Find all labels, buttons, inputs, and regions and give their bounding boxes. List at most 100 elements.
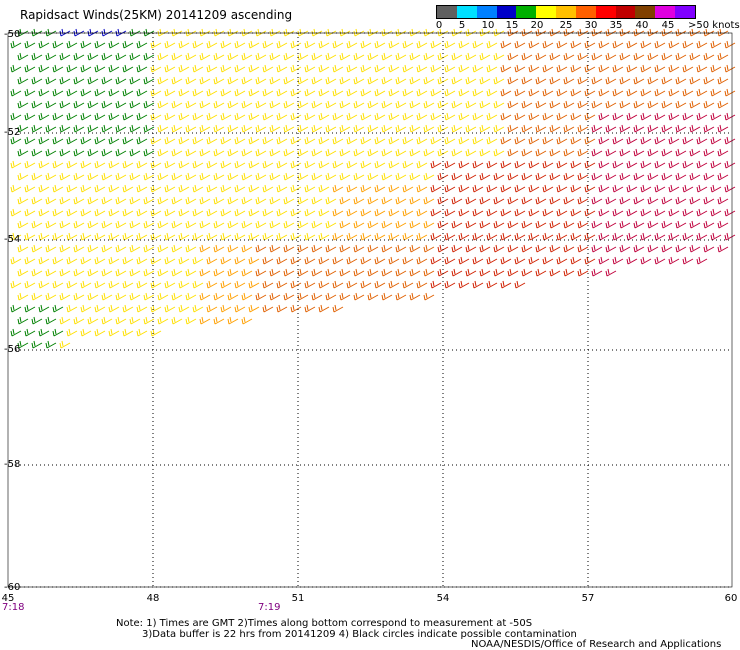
wind-barb xyxy=(38,304,50,313)
wind-barb xyxy=(227,100,239,109)
wind-barb xyxy=(262,136,274,145)
wind-barb xyxy=(570,160,582,169)
wind-barb xyxy=(556,160,568,169)
wind-barb xyxy=(612,40,624,49)
wind-barb xyxy=(381,100,393,109)
wind-barb xyxy=(269,124,281,133)
wind-barb xyxy=(458,40,470,49)
wind-barb xyxy=(626,88,638,97)
wind-barb xyxy=(703,100,715,109)
wind-barb xyxy=(262,64,274,73)
wind-barb xyxy=(570,64,582,73)
wind-barb xyxy=(626,112,638,121)
wind-barb xyxy=(80,160,92,169)
wind-barb xyxy=(647,196,659,205)
wind-barb xyxy=(269,268,281,277)
wind-barb xyxy=(598,256,610,265)
wind-barb xyxy=(626,40,638,49)
wind-barb xyxy=(73,76,85,85)
wind-barb xyxy=(45,292,57,301)
wind-barb xyxy=(402,208,414,217)
notes-block: Note: 1) Times are GMT 2)Times along bot… xyxy=(116,618,577,640)
wind-barb xyxy=(311,220,323,229)
wind-barb xyxy=(689,124,701,133)
wind-barb xyxy=(591,244,603,253)
legend-swatch-7 xyxy=(575,6,596,18)
wind-barb xyxy=(276,64,288,73)
wind-barb xyxy=(633,172,645,181)
wind-barb xyxy=(31,220,43,229)
wind-barb xyxy=(157,268,169,277)
wind-barb xyxy=(31,244,43,253)
wind-barb xyxy=(682,112,694,121)
legend-swatch-10 xyxy=(635,6,656,18)
wind-barb xyxy=(325,196,337,205)
wind-barb xyxy=(192,232,204,241)
wind-barb xyxy=(234,232,246,241)
wind-barb xyxy=(682,64,694,73)
wind-barb xyxy=(514,40,526,49)
wind-barb xyxy=(136,112,148,121)
wind-barb xyxy=(136,184,148,193)
wind-barb xyxy=(710,208,722,217)
wind-barb xyxy=(10,256,22,265)
wind-barb xyxy=(724,64,736,73)
wind-barb xyxy=(220,280,232,289)
wind-barb xyxy=(87,292,99,301)
wind-barb xyxy=(129,220,141,229)
wind-barb xyxy=(528,64,540,73)
wind-barb xyxy=(654,112,666,121)
wind-barb xyxy=(108,88,120,97)
wind-barb xyxy=(472,208,484,217)
wind-barb xyxy=(675,172,687,181)
wind-barb xyxy=(101,196,113,205)
wind-barb xyxy=(535,76,547,85)
wind-barb xyxy=(311,148,323,157)
wind-barb xyxy=(185,244,197,253)
wind-barb xyxy=(346,208,358,217)
wind-barb xyxy=(94,328,106,337)
wind-barb xyxy=(332,304,344,313)
wind-barb xyxy=(703,124,715,133)
wind-barb xyxy=(24,208,36,217)
wind-barb xyxy=(395,268,407,277)
wind-barb xyxy=(17,268,29,277)
wind-barb xyxy=(633,148,645,157)
wind-barb xyxy=(24,64,36,73)
wind-barb xyxy=(241,52,253,61)
wind-barb xyxy=(465,220,477,229)
wind-barb xyxy=(549,172,561,181)
wind-barb xyxy=(10,40,22,49)
wind-barb xyxy=(507,268,519,277)
wind-barb xyxy=(570,88,582,97)
wind-barb xyxy=(220,112,232,121)
wind-barb xyxy=(717,220,729,229)
wind-barb xyxy=(521,220,533,229)
wind-barb xyxy=(220,40,232,49)
wind-barb xyxy=(584,88,596,97)
wind-barb xyxy=(143,100,155,109)
wind-barb xyxy=(584,160,596,169)
wind-barb xyxy=(297,292,309,301)
wind-barb xyxy=(486,136,498,145)
wind-barb xyxy=(647,76,659,85)
wind-barb xyxy=(24,88,36,97)
wind-barb xyxy=(87,100,99,109)
wind-barb xyxy=(31,124,43,133)
wind-barb xyxy=(164,112,176,121)
wind-barb xyxy=(451,148,463,157)
wind-barb xyxy=(192,64,204,73)
wind-barb xyxy=(52,136,64,145)
wind-barb xyxy=(45,172,57,181)
wind-barb xyxy=(87,148,99,157)
wind-barb xyxy=(108,280,120,289)
wind-barb xyxy=(395,52,407,61)
wind-barb xyxy=(234,184,246,193)
wind-barb xyxy=(591,196,603,205)
wind-barb xyxy=(507,220,519,229)
wind-barb xyxy=(668,88,680,97)
wind-barb xyxy=(199,172,211,181)
wind-barb xyxy=(241,76,253,85)
wind-barb xyxy=(297,124,309,133)
wind-barb xyxy=(563,244,575,253)
